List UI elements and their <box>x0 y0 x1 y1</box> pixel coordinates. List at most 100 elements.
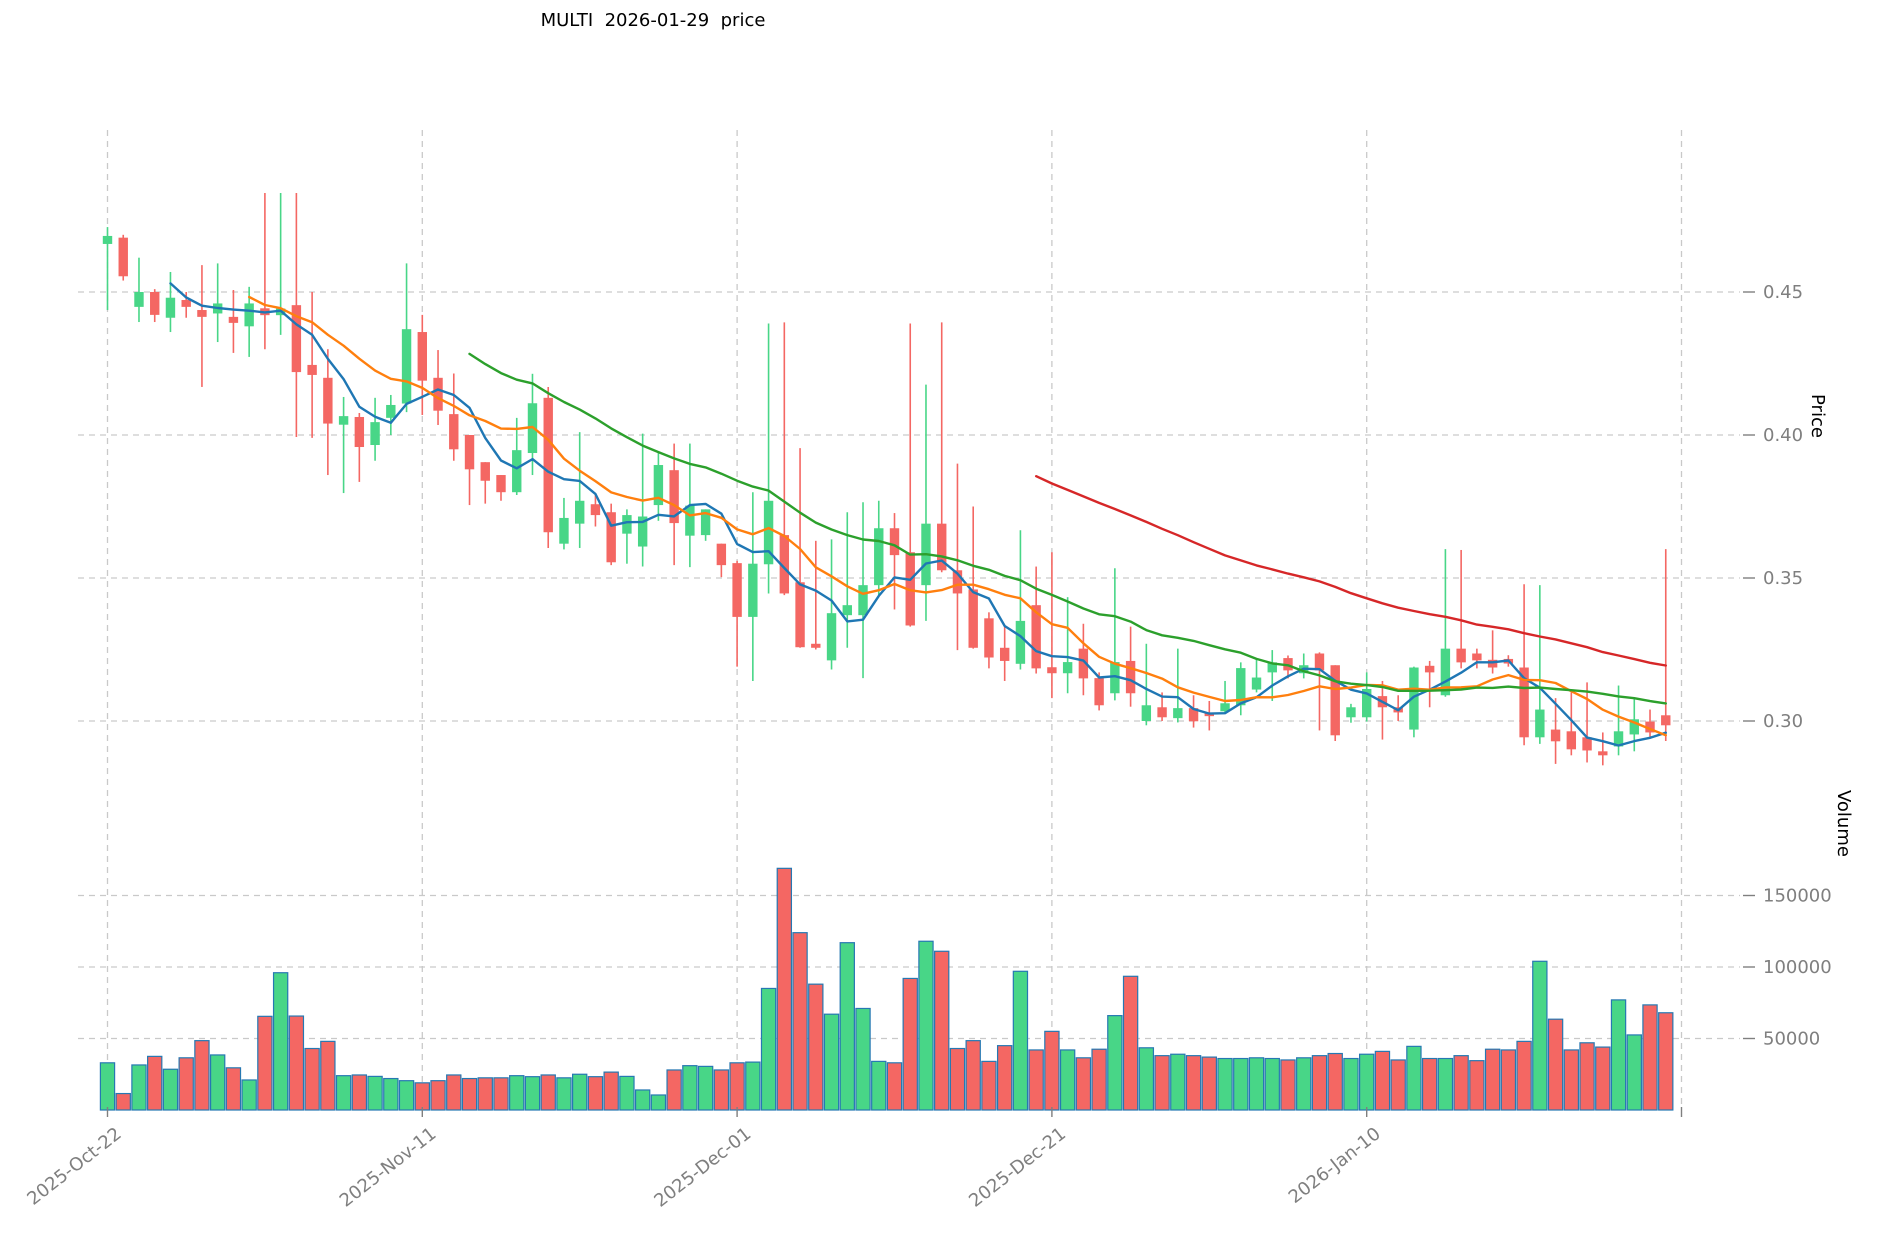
volume-bar <box>1626 1034 1642 1111</box>
candle-body <box>354 416 365 448</box>
candle-body <box>228 316 239 323</box>
moving-average-lines <box>169 282 1668 747</box>
candle-body <box>323 377 333 424</box>
candle-body <box>1330 665 1340 736</box>
candle-body <box>244 303 254 327</box>
volume-bar <box>225 1067 242 1111</box>
volume-bar <box>367 1075 383 1111</box>
volume-bar <box>1642 1004 1658 1111</box>
volume-bar <box>398 1080 415 1111</box>
candle-body <box>716 543 727 566</box>
candle-body <box>779 535 790 594</box>
volume-bar <box>1547 1018 1564 1111</box>
volume-bar <box>855 1007 871 1111</box>
candle-body <box>1645 721 1655 733</box>
volume-tick-label: 50000 <box>1763 1029 1820 1050</box>
candle-body <box>417 332 427 381</box>
candle-body <box>1267 662 1277 673</box>
price-tick-label: 0.40 <box>1763 425 1803 446</box>
candle-body <box>748 563 758 617</box>
volume-bar <box>131 1064 147 1111</box>
candle-body <box>1047 667 1057 674</box>
volume-bar <box>1217 1057 1233 1111</box>
candle-body <box>1220 703 1230 712</box>
candle-body <box>134 292 144 307</box>
x-tick-label: 2025-Nov-11 <box>336 1123 441 1211</box>
candle-body <box>1409 667 1419 730</box>
candle-body <box>150 292 160 315</box>
candle-body <box>1094 678 1104 706</box>
volume-bar <box>760 987 777 1111</box>
volume-bar <box>1532 960 1548 1111</box>
volume-bar <box>162 1068 179 1111</box>
candle-body <box>669 470 679 524</box>
candle-body <box>637 516 648 547</box>
volume-bar <box>304 1047 320 1111</box>
candle-body <box>1125 660 1136 694</box>
volume-bar <box>1563 1049 1580 1111</box>
volume-bar <box>713 1069 730 1111</box>
volume-bar <box>1154 1055 1170 1111</box>
candle-body <box>874 528 884 586</box>
candle-body <box>700 509 711 536</box>
volume-bar <box>1421 1057 1438 1111</box>
volume-bar <box>823 1013 840 1111</box>
candle-body <box>1566 731 1577 750</box>
volume-bar <box>351 1074 368 1111</box>
volume-bar <box>1296 1057 1312 1111</box>
candle-body <box>952 570 963 594</box>
volume-bar <box>1453 1055 1469 1111</box>
volume-bar <box>1264 1057 1280 1111</box>
candle-body <box>1424 665 1435 673</box>
candle-body <box>1629 719 1639 735</box>
volume-bar <box>619 1075 635 1111</box>
volume-bar <box>1374 1050 1391 1111</box>
volume-bar <box>1059 1049 1076 1111</box>
candle-body <box>732 563 742 617</box>
volume-bar <box>115 1092 131 1111</box>
volume-bar <box>587 1076 604 1111</box>
volume-bar <box>1075 1057 1092 1111</box>
candle-body <box>449 414 459 450</box>
volume-bar <box>902 977 918 1111</box>
candle-body <box>1519 667 1529 738</box>
volume-bar <box>1311 1055 1328 1111</box>
candle-body <box>197 310 207 317</box>
volume-bar <box>792 932 808 1111</box>
candle-body <box>464 435 475 470</box>
volume-bars-group <box>99 867 1674 1111</box>
candle-body <box>543 397 553 533</box>
candle-body <box>1440 648 1451 696</box>
volume-bar <box>414 1082 431 1111</box>
volume-bar <box>1595 1046 1611 1111</box>
volume-bar <box>981 1060 997 1111</box>
volume-bar <box>524 1076 541 1111</box>
candle-body <box>338 416 349 425</box>
volume-bar <box>1248 1057 1265 1111</box>
candle-body <box>763 500 774 565</box>
volume-bar <box>241 1079 257 1111</box>
volume-bar <box>1500 1049 1517 1111</box>
candle-body <box>401 329 412 404</box>
volume-bar <box>603 1071 619 1111</box>
volume-axis-label: Volume <box>1833 790 1854 857</box>
candle-body <box>496 475 506 493</box>
ma24-line <box>468 352 1668 705</box>
volume-bar <box>1012 970 1029 1111</box>
candle-body <box>512 450 522 493</box>
candle-body <box>1078 648 1089 679</box>
candle-body <box>1550 729 1561 742</box>
candle-body <box>1346 707 1356 718</box>
volume-bar <box>697 1065 714 1111</box>
volume-bar <box>335 1075 352 1111</box>
candle-body <box>370 422 380 446</box>
volume-tick-label: 100000 <box>1763 957 1832 978</box>
candle-body <box>889 528 900 556</box>
candle-body <box>1015 620 1026 664</box>
volume-bar <box>1201 1056 1217 1111</box>
candle-body <box>653 465 664 506</box>
candle-body <box>905 552 915 626</box>
candle-body <box>606 512 616 563</box>
volume-bar <box>556 1077 572 1111</box>
volume-bar <box>1437 1057 1454 1111</box>
